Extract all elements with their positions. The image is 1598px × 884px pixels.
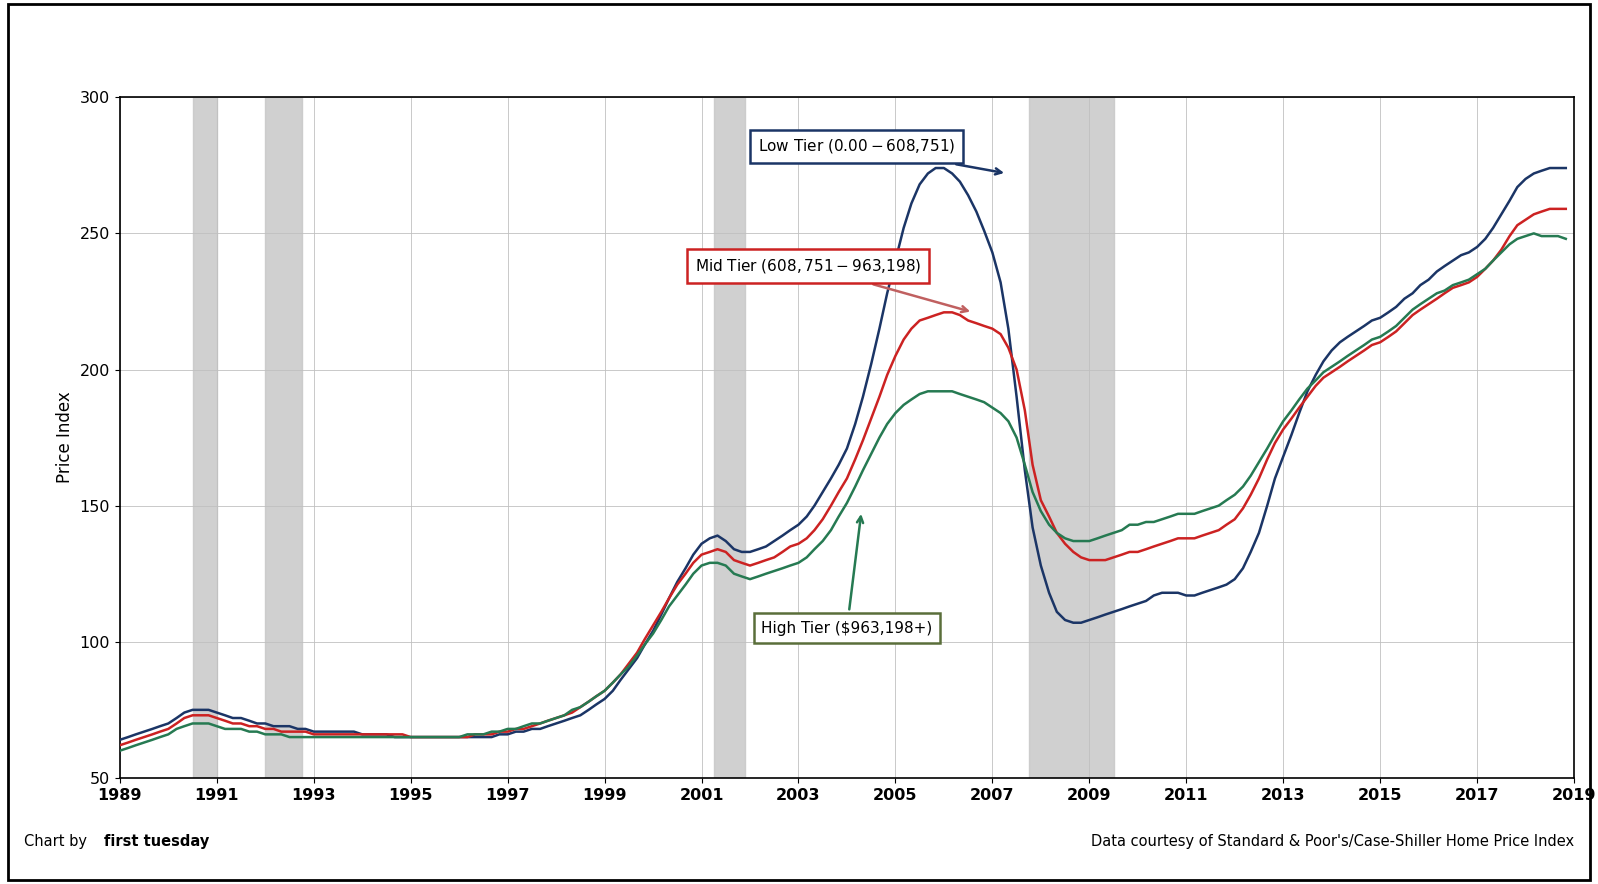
- Text: Chart by: Chart by: [24, 834, 91, 849]
- Text: Low Tier ($0.00 - $608,751): Low Tier ($0.00 - $608,751): [757, 137, 1002, 174]
- Text: first tuesday: first tuesday: [104, 834, 209, 849]
- Bar: [193, 97, 217, 778]
- Bar: [714, 97, 745, 778]
- Bar: [1029, 97, 1114, 778]
- Text: High Tier ($963,198+): High Tier ($963,198+): [761, 516, 933, 636]
- Text: Data courtesy of Standard & Poor's/Case-Shiller Home Price Index: Data courtesy of Standard & Poor's/Case-…: [1091, 834, 1574, 849]
- Bar: [265, 97, 302, 778]
- Text: San Francisco Tiered Property Price Index: 1989-Present: San Francisco Tiered Property Price Inde…: [355, 28, 1243, 56]
- Y-axis label: Price Index: Price Index: [56, 392, 74, 484]
- Text: Mid Tier ($608,751 - $963,198): Mid Tier ($608,751 - $963,198): [695, 257, 968, 312]
